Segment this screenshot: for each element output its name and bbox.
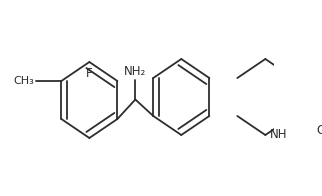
Text: NH: NH bbox=[270, 129, 287, 142]
Text: CH₃: CH₃ bbox=[14, 76, 34, 86]
Text: O: O bbox=[317, 124, 322, 138]
Text: F: F bbox=[86, 67, 93, 80]
Text: NH₂: NH₂ bbox=[124, 64, 147, 77]
